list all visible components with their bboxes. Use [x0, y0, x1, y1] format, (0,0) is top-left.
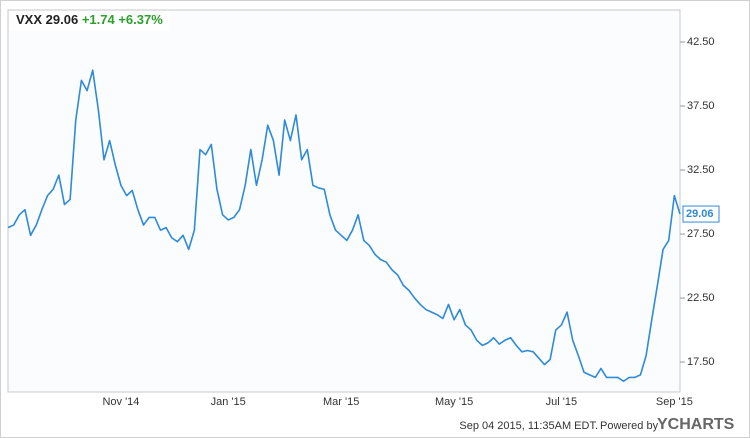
- x-tick-label: May '15: [435, 396, 473, 408]
- x-tick-label: Sep '15: [656, 396, 693, 408]
- plot-layer: 17.50 22.50 27.50 32.50 37.50 42.50 Nov '14 Jan…: [7, 36, 720, 408]
- brand: YCHARTS: [657, 416, 735, 433]
- y-tick-label: 17.50: [687, 356, 715, 368]
- plot-area: [7, 9, 681, 393]
- x-tick-label: Jul '15: [546, 396, 577, 408]
- y-tick-label: 37.50: [687, 100, 715, 112]
- x-tick-label: Jan '15: [211, 396, 246, 408]
- last-value-box: [682, 205, 720, 223]
- x-tick-label: Nov '14: [102, 396, 139, 408]
- timestamp: Sep 04 2015, 11:35AM EDT.: [459, 420, 598, 432]
- x-tick-label: Mar '15: [323, 396, 359, 408]
- header-box: [10, 11, 170, 31]
- y-tick-label: 27.50: [687, 228, 715, 240]
- price-line: [7, 69, 681, 383]
- y-tick-label: 22.50: [687, 292, 715, 304]
- powered-by: Powered by: [600, 420, 659, 432]
- ticker: VXX: [16, 12, 42, 27]
- header: VXX 29.06 +1.74 +6.37%: [16, 12, 163, 27]
- y-tick-label: 42.50: [687, 36, 715, 48]
- change: +1.74: [82, 12, 116, 27]
- change-percent: +6.37%: [118, 12, 163, 27]
- last-value-label: 29.06: [686, 208, 714, 220]
- y-tick-label: 32.50: [687, 164, 715, 176]
- price: 29.06: [46, 12, 79, 27]
